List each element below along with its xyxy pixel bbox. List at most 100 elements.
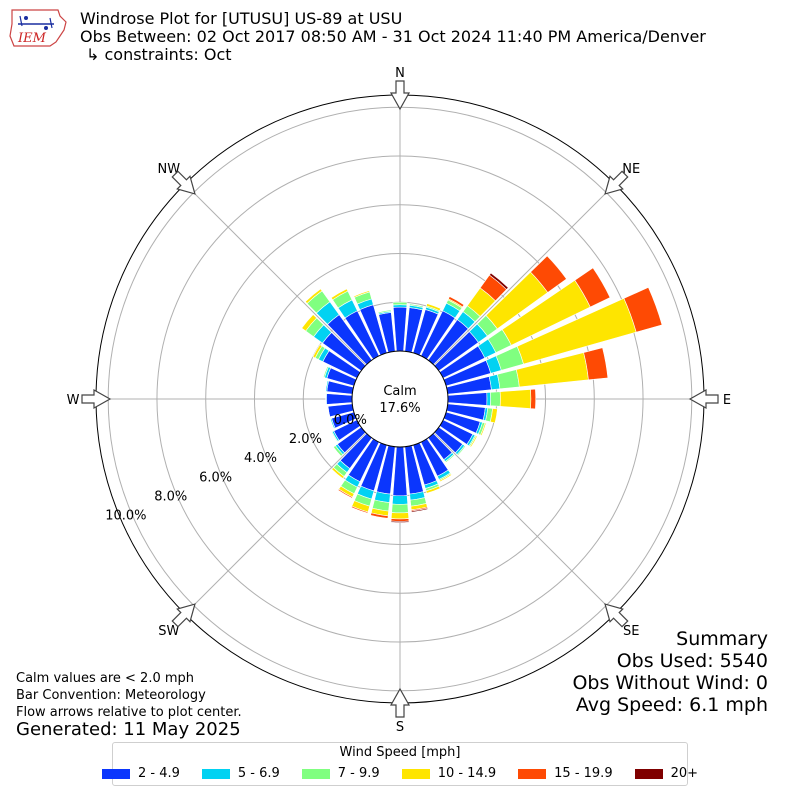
bar-segment [332, 445, 344, 457]
radial-tick-label: 4.0% [244, 451, 277, 466]
direction-label: NW [157, 162, 180, 177]
bar-segment [304, 288, 323, 304]
bar-segment [391, 503, 409, 514]
legend-swatch [401, 768, 430, 779]
grid-spoke [184, 432, 367, 615]
direction-label: SE [623, 624, 639, 639]
legend-title: Wind Speed [mph] [339, 745, 461, 760]
bar-segment [469, 435, 478, 448]
direction-label: E [723, 393, 731, 408]
bar-segment [456, 445, 467, 456]
bar-segment [331, 467, 345, 479]
legend-label: 10 - 14.9 [437, 766, 497, 781]
legend-items: 2 - 4.9 5 - 6.9 7 - 9.9 10 - 14.9 15 - 19.9 2… [101, 766, 698, 781]
radial-tick-label: 2.0% [289, 432, 322, 447]
flow-arrows-note: Flow arrows relative to plot center. [16, 705, 242, 720]
legend-label: 5 - 6.9 [237, 766, 280, 781]
bar-segment [325, 393, 327, 405]
bar-segment [444, 453, 456, 464]
bar-convention-note: Bar Convention: Meteorology [16, 688, 206, 703]
bar-segment [350, 505, 369, 514]
grid-spoke [433, 183, 616, 366]
bar-segment [337, 488, 353, 499]
summary-title: Summary [676, 628, 768, 650]
summary-avg-speed: Avg Speed: 6.1 mph [575, 694, 768, 716]
flow-arrow-icon [389, 80, 411, 111]
bar-segment [425, 303, 442, 312]
bar-segment [439, 473, 453, 483]
calm-circle [351, 350, 449, 448]
legend-label: 15 - 19.9 [554, 766, 613, 781]
bar-segment [489, 408, 498, 424]
logo-text: IEM [17, 31, 47, 46]
legend-swatch [201, 768, 230, 779]
bar-segment [331, 431, 339, 443]
bar-segment [447, 392, 488, 406]
bar-segment [392, 301, 408, 306]
bar-segment [409, 303, 424, 308]
bar-segment [486, 392, 491, 406]
radial-tick-label: 6.0% [199, 470, 232, 485]
chart-title: Windrose Plot for [UTUSU] US-89 at USU [80, 9, 403, 28]
bar-segment [574, 267, 611, 308]
legend-item: 20+ [634, 766, 699, 781]
legend-item: 2 - 4.9 [101, 766, 180, 781]
legend-swatch [301, 768, 330, 779]
bar-segment [324, 380, 328, 392]
calm-note: Calm values are < 2.0 mph [16, 671, 195, 686]
bar-segment [623, 286, 663, 333]
summary-block: Summary Obs Used: 5540 Obs Without Wind:… [572, 628, 768, 716]
flow-arrow-icon [604, 603, 629, 628]
summary-obs-used: Obs Used: 5540 [616, 650, 768, 672]
legend-swatch [518, 768, 547, 779]
bar-segment [496, 369, 520, 390]
bar-segment [530, 388, 537, 410]
flow-arrow-icon [389, 687, 411, 718]
iem-logo: IEM [9, 9, 67, 47]
bar-segment [312, 344, 323, 359]
legend-item: 15 - 19.9 [518, 766, 613, 781]
bar-segment [392, 306, 408, 352]
bar-segment [490, 391, 501, 407]
radial-tick-label: 0.0% [334, 413, 367, 428]
bar-segment [353, 290, 371, 298]
obs-between: Obs Between: 02 Oct 2017 08:50 AM - 31 O… [80, 27, 706, 46]
bar-segment [390, 520, 410, 523]
grid-spoke [184, 183, 367, 366]
bar-segment [391, 495, 409, 505]
bar-segment [390, 512, 410, 520]
bar-segment [411, 507, 429, 513]
legend: Wind Speed [mph] 2 - 4.9 5 - 6.9 7 - 9.9 10… [101, 742, 698, 786]
legend-label: 20+ [670, 766, 699, 781]
legend-item: 7 - 9.9 [301, 766, 380, 781]
bar-segment [330, 288, 349, 301]
legend-item: 5 - 6.9 [201, 766, 280, 781]
calm-label: Calm [383, 384, 416, 399]
direction-label: SW [158, 624, 179, 639]
radial-tick-label: 10.0% [105, 508, 146, 523]
bar-segment [327, 405, 331, 418]
bar-segment [488, 272, 509, 290]
summary-obs-without-wind: Obs Without Wind: 0 [572, 672, 768, 694]
bar-segment [329, 418, 336, 430]
bar-segment [377, 309, 392, 314]
flow-arrow-icon [688, 388, 719, 410]
direction-label: NE [622, 162, 640, 177]
constraints: ↳ constraints: Oct [86, 45, 232, 64]
direction-label: N [395, 66, 405, 81]
legend-label: 2 - 4.9 [137, 766, 180, 781]
bar-segment [583, 347, 609, 381]
bar-segment [392, 446, 408, 497]
bar-segment [326, 393, 353, 405]
bar-segment [370, 512, 389, 519]
bar-segment [480, 422, 487, 437]
title-block: Windrose Plot for [UTUSU] US-89 at USU O… [80, 10, 706, 64]
flow-arrow-icon [604, 170, 629, 195]
legend-swatch [634, 768, 663, 779]
legend-item: 10 - 14.9 [401, 766, 497, 781]
flow-arrow-icon [81, 388, 112, 410]
bar-segment [425, 485, 441, 494]
flow-arrow-icon [171, 170, 196, 195]
calm-value: 17.6% [379, 401, 420, 416]
